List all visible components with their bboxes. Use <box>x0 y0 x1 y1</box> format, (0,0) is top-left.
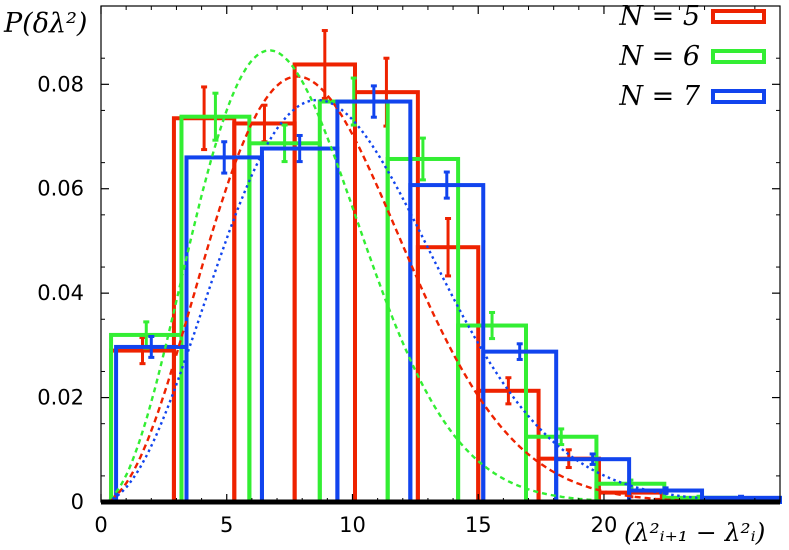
legend-label-3: N = 7 <box>618 81 700 112</box>
histogram-bar <box>335 99 413 505</box>
legend-label-1: N = 5 <box>618 1 700 32</box>
y-tick-label: 0.04 <box>37 281 84 305</box>
x-tick-label: 5 <box>220 513 233 537</box>
histogram-bar <box>179 114 252 505</box>
histogram-bar <box>109 332 184 505</box>
x-axis-label: (λ²ᵢ₊₁ − λ²ᵢ) <box>624 518 765 547</box>
histogram-bar <box>247 141 322 504</box>
series-3 <box>114 84 782 505</box>
legend-swatch-2 <box>711 49 766 64</box>
legend-label-2: N = 6 <box>618 41 700 72</box>
histogram-bar <box>114 344 189 504</box>
histogram-bar <box>415 245 481 504</box>
axes <box>100 5 781 505</box>
y-tick-label: 0.02 <box>37 386 84 410</box>
fit-curve-3 <box>100 98 780 504</box>
series-2 <box>109 76 783 505</box>
histogram-bar <box>109 348 176 504</box>
y-tick-label: 0.06 <box>37 177 84 201</box>
tick-labels: 0 5 10 15 20 0 0.02 0.04 0.06 0.08 <box>37 72 617 537</box>
y-axis-label: P(δλ²) <box>3 8 87 39</box>
fit-curve-2 <box>100 49 780 504</box>
histogram-bar <box>385 156 461 504</box>
x-tick-label: 0 <box>94 513 107 537</box>
x-tick-label: 20 <box>591 513 618 537</box>
legend: N = 5 N = 6 N = 7 <box>618 1 766 112</box>
histogram-bar <box>232 121 297 504</box>
y-tick-label: 0 <box>71 490 84 514</box>
legend-swatch-1 <box>711 9 766 24</box>
legend-swatch-3 <box>711 89 766 104</box>
histogram-bar <box>481 349 559 505</box>
y-tick-label: 0.08 <box>37 72 84 96</box>
histogram-bar <box>259 146 340 505</box>
x-tick-label: 10 <box>339 513 366 537</box>
x-tick-label: 15 <box>465 513 492 537</box>
